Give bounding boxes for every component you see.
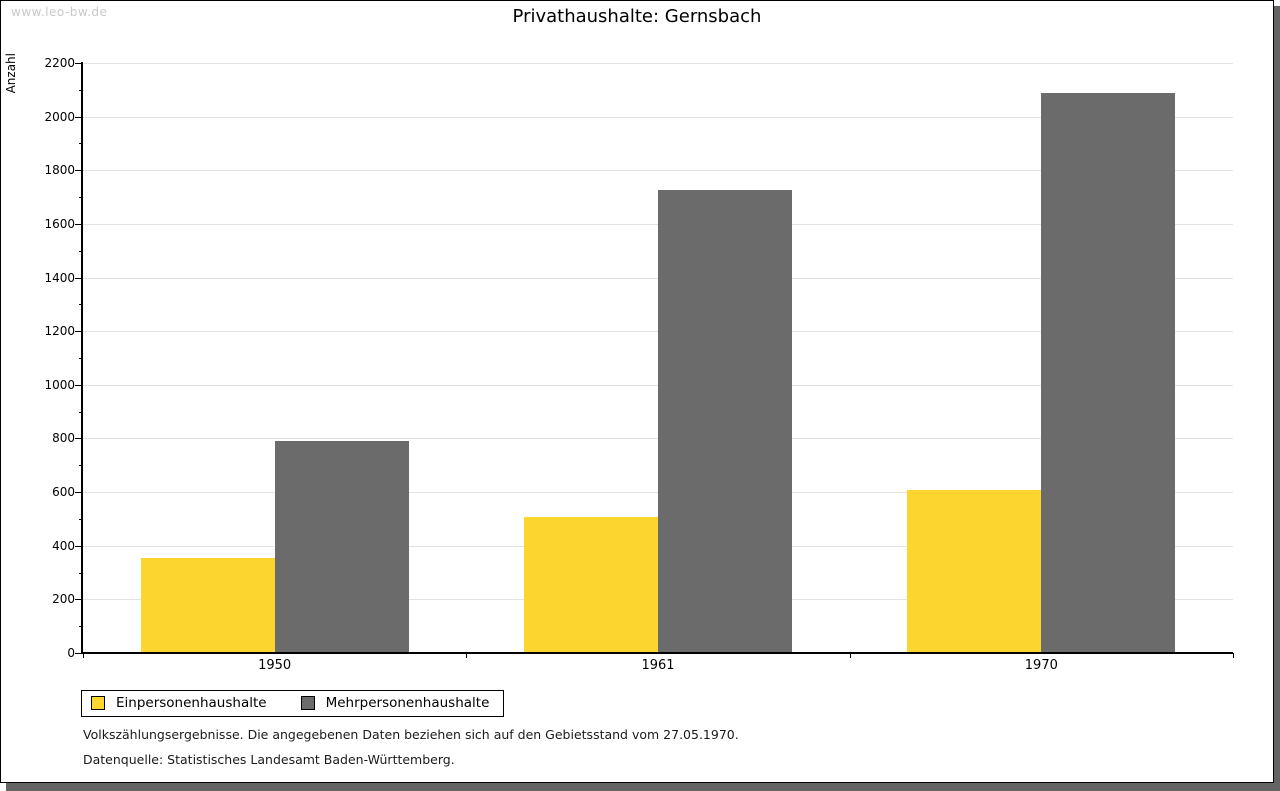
y-tick-label-0: 0 <box>67 646 75 660</box>
footnote-datenquelle: Datenquelle: Statistisches Landesamt Bad… <box>83 752 455 767</box>
y-tick-2200 <box>75 63 83 64</box>
y-tick-label-1600: 1600 <box>44 216 75 231</box>
legend: Einpersonenhaushalte Mehrpersonenhaushalt… <box>81 690 505 717</box>
y-axis-line <box>81 62 83 654</box>
card-shadow-bottom <box>6 783 1274 791</box>
y-tick-600 <box>75 492 83 494</box>
x-tick-label-1970: 1970 <box>1024 658 1058 673</box>
y-tick-label-800: 800 <box>52 431 75 446</box>
legend-label-mehrpersonenhaushalte: Mehrpersonenhaushalte <box>325 695 490 711</box>
y-tick-0 <box>75 653 83 654</box>
x-tick-1 <box>466 653 468 658</box>
watermark: www.leo-bw.de <box>11 5 108 19</box>
y-tick-label-1800: 1800 <box>44 163 75 178</box>
y-tick-800 <box>75 438 83 440</box>
bar-einpersonenhaushalte-1950 <box>140 558 275 653</box>
footnote-gebietsstand: Volkszählungsergebnisse. Die angegebenen… <box>83 727 739 742</box>
gridline-2200 <box>83 63 1233 64</box>
y-tick-200 <box>75 599 83 601</box>
gridline-1800 <box>83 170 1233 172</box>
y-tick-label-2200: 2200 <box>44 56 75 70</box>
x-axis-line <box>81 652 1233 654</box>
y-tick-1800 <box>75 170 83 172</box>
legend-label-einpersonenhaushalte: Einpersonenhaushalte <box>116 695 267 711</box>
y-tick-1200 <box>75 331 83 333</box>
y-tick-label-1000: 1000 <box>44 377 75 392</box>
x-tick-label-1961: 1961 <box>641 658 675 673</box>
y-tick-label-2000: 2000 <box>44 109 75 124</box>
bar-mehrpersonenhaushalte-1950 <box>274 440 409 653</box>
legend-swatch-mehrpersonenhaushalte <box>300 696 315 710</box>
y-tick-2000 <box>75 116 83 118</box>
y-tick-label-200: 200 <box>52 592 75 607</box>
y-tick-label-600: 600 <box>52 485 75 500</box>
bar-einpersonenhaushalte-1970 <box>907 489 1042 653</box>
x-tick-label-1950: 1950 <box>258 658 292 673</box>
x-tick-0 <box>83 653 84 658</box>
legend-swatch-einpersonenhaushalte <box>91 696 105 710</box>
card-shadow-right <box>1274 6 1280 791</box>
bar-mehrpersonenhaushalte-1970 <box>1041 93 1176 653</box>
y-tick-1400 <box>75 277 83 279</box>
y-tick-label-1200: 1200 <box>44 324 75 339</box>
y-tick-label-400: 400 <box>52 538 75 553</box>
x-tick-3 <box>1233 653 1234 658</box>
legend-item-einpersonenhaushalte: Einpersonenhaushalte <box>91 695 267 711</box>
y-tick-1600 <box>75 223 83 225</box>
y-tick-1000 <box>75 384 83 386</box>
x-tick-2 <box>849 653 851 658</box>
bar-einpersonenhaushalte-1961 <box>524 517 658 653</box>
y-tick-400 <box>75 545 83 547</box>
gridline-2000 <box>83 116 1233 118</box>
legend-item-mehrpersonenhaushalte: Mehrpersonenhaushalte <box>300 695 490 711</box>
y-tick-label-1400: 1400 <box>44 270 75 285</box>
chart-title: Privathaushalte: Gernsbach <box>512 6 762 27</box>
bar-mehrpersonenhaushalte-1961 <box>658 189 792 653</box>
